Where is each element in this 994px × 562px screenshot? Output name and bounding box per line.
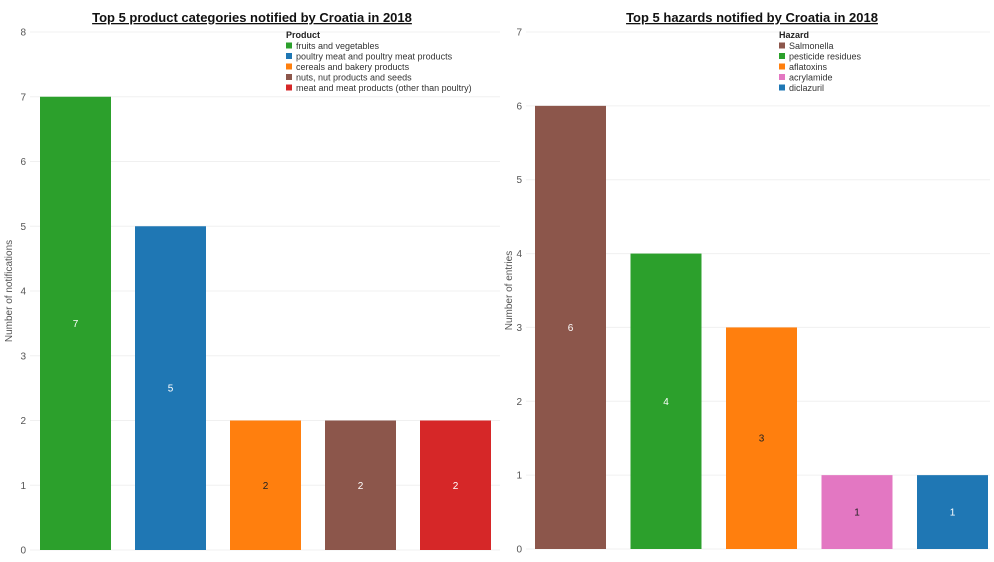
hazard-bar	[821, 475, 893, 549]
product-legend-swatch	[286, 63, 292, 70]
hazard-legend-swatch	[779, 42, 785, 49]
hazard-legend-swatch	[779, 63, 785, 70]
hazard-bar-data-label: 1	[950, 508, 956, 519]
product-y-tick-label: 1	[20, 481, 26, 492]
hazard-legend-item: pesticide residues	[789, 52, 862, 62]
product-y-tick-label: 7	[20, 92, 26, 103]
hazard-y-tick-label: 0	[516, 545, 522, 556]
product-legend-swatch	[286, 74, 292, 80]
hazard-y-tick-label: 3	[516, 323, 522, 334]
hazard-legend-swatch	[779, 53, 785, 59]
product-legend-swatch	[286, 42, 292, 49]
product-legend-item: cereals and bakery products	[296, 62, 410, 72]
hazard-legend-swatch	[779, 84, 785, 91]
hazard-y-tick-label: 1	[516, 471, 522, 482]
hazard-chart-title: Top 5 hazards notified by Croatia in 201…	[626, 10, 878, 25]
product-y-tick-label: 5	[20, 222, 26, 233]
hazard-legend-title: Hazard	[779, 30, 809, 40]
hazard-y-axis-label: Number of entries	[504, 251, 515, 330]
hazard-legend-item: acrylamide	[789, 73, 833, 83]
product-bar	[230, 420, 301, 550]
product-legend-item: poultry meat and poultry meat products	[296, 52, 453, 62]
product-bar	[40, 96, 111, 550]
hazard-bar-data-label: 6	[568, 323, 574, 334]
hazard-bar	[630, 253, 702, 550]
hazard-legend-item: diclazuril	[789, 83, 824, 93]
product-y-tick-label: 8	[20, 28, 26, 39]
product-bar	[325, 420, 396, 550]
hazard-bar-data-label: 3	[759, 434, 765, 445]
hazard-bar	[917, 475, 988, 549]
hazard-y-tick-label: 6	[516, 101, 522, 112]
hazard-bar-data-label: 4	[663, 397, 669, 408]
hazard-legend-item: aflatoxins	[789, 62, 828, 72]
product-y-tick-label: 0	[20, 546, 26, 557]
hazard-y-tick-label: 7	[516, 28, 522, 39]
hazard-bar	[535, 105, 606, 549]
product-y-tick-label: 4	[20, 287, 26, 298]
product-bar-data-label: 2	[453, 481, 459, 492]
product-bar-data-label: 7	[73, 319, 79, 330]
product-legend-item: meat and meat products (other than poult…	[296, 83, 472, 93]
product-legend-item: nuts, nut products and seeds	[296, 73, 412, 83]
hazard-legend-swatch	[779, 74, 785, 80]
product-bar	[135, 226, 206, 550]
product-legend-item: fruits and vegetables	[296, 41, 380, 51]
product-bar-data-label: 2	[358, 481, 364, 492]
product-y-axis-label: Number of notifications	[4, 240, 15, 342]
hazard-y-tick-label: 5	[516, 175, 522, 186]
product-y-tick-label: 2	[20, 416, 26, 427]
product-bar-data-label: 2	[263, 481, 269, 492]
product-bar-data-label: 5	[168, 384, 174, 395]
product-y-tick-label: 3	[20, 351, 26, 362]
hazard-y-tick-label: 2	[516, 397, 522, 408]
hazard-legend-item: Salmonella	[789, 41, 834, 51]
product-legend-swatch	[286, 84, 292, 91]
product-legend-swatch	[286, 53, 292, 59]
product-chart-title: Top 5 product categories notified by Cro…	[92, 10, 412, 25]
product-y-tick-label: 6	[20, 157, 26, 168]
hazard-bar-data-label: 1	[854, 508, 860, 519]
product-bar	[420, 420, 491, 550]
hazard-y-tick-label: 4	[516, 249, 522, 260]
product-legend-title: Product	[286, 30, 320, 40]
hazard-bar	[726, 327, 797, 549]
